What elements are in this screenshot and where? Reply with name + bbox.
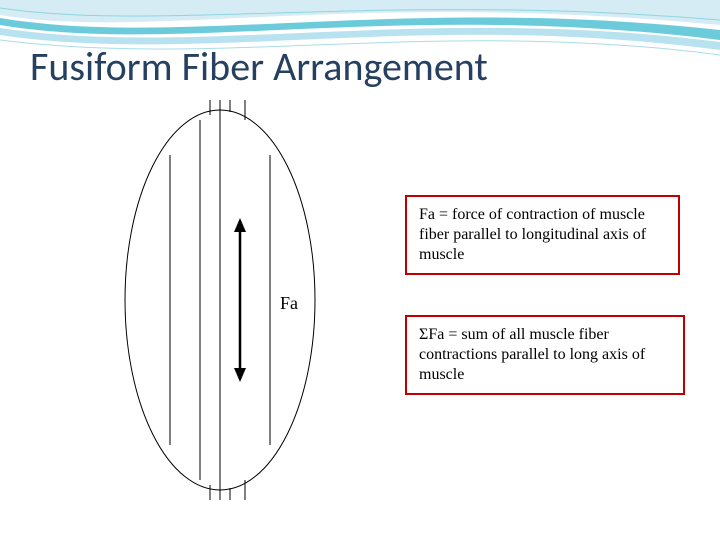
force-arrow-head-top bbox=[234, 218, 246, 232]
callout-fa-definition: Fa = force of contraction of muscle fibe… bbox=[405, 195, 680, 275]
callout-text: ΣFa = sum of all muscle fiber contractio… bbox=[419, 326, 645, 383]
wave-path-2 bbox=[0, 18, 720, 40]
fa-label: Fa bbox=[280, 293, 298, 314]
callout-text: Fa = force of contraction of muscle fibe… bbox=[419, 206, 646, 263]
slide: Fusiform Fiber Arrangement Fa Fa = force… bbox=[0, 0, 720, 540]
slide-title: Fusiform Fiber Arrangement bbox=[30, 42, 488, 91]
wave-line-1 bbox=[0, 8, 720, 20]
force-arrow-head-bottom bbox=[234, 368, 246, 382]
wave-path-1 bbox=[0, 0, 720, 25]
callout-sigma-fa-definition: ΣFa = sum of all muscle fiber contractio… bbox=[405, 315, 685, 395]
